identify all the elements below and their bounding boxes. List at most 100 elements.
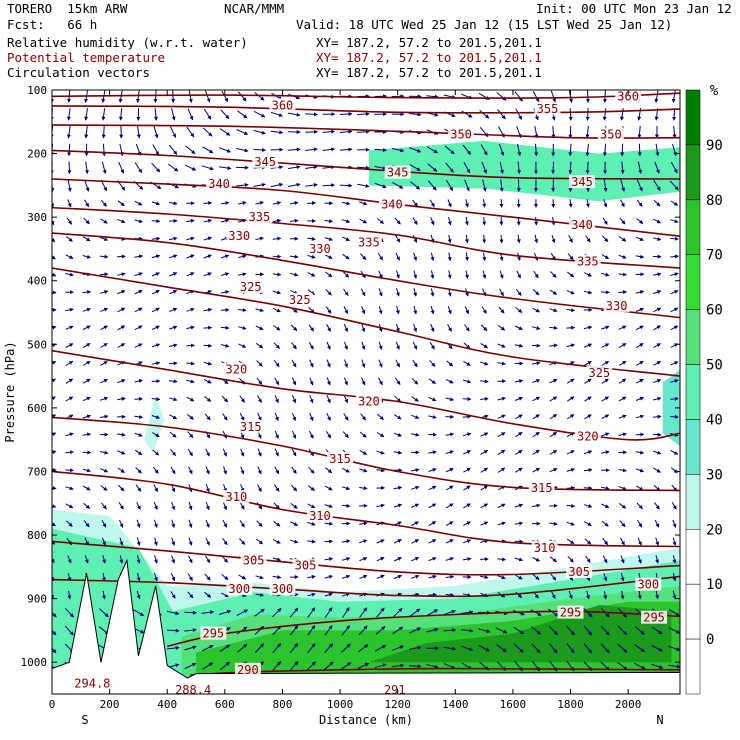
vector-arrow [653, 290, 662, 294]
vector-arrow [170, 591, 176, 599]
y-tick-label: 200 [27, 148, 47, 161]
vector-arrow [291, 342, 297, 350]
vector-arrow [551, 216, 556, 226]
vector-arrow [170, 466, 176, 475]
theta-label-340: 340 [381, 197, 403, 211]
vector-arrow [324, 485, 333, 491]
vector-arrow [601, 450, 610, 455]
theta-label-bg [269, 98, 296, 112]
vector-arrow [463, 342, 471, 349]
vector-arrow [619, 520, 626, 528]
vector-arrow [255, 538, 264, 545]
vector-arrow [219, 128, 231, 136]
vector-arrow [136, 537, 141, 546]
vector-arrow [395, 288, 400, 297]
vector-arrow [99, 290, 109, 294]
vector-arrow [239, 395, 245, 403]
center-label: NCAR/MMM [224, 1, 285, 16]
vector-arrow [620, 179, 626, 192]
vector-arrow [82, 360, 91, 366]
vector-arrow [480, 503, 489, 509]
vector-arrow [99, 414, 109, 419]
vector-arrow [635, 450, 645, 455]
vector-arrow [240, 466, 245, 475]
vector-arrow [447, 216, 452, 226]
vector-arrow [464, 252, 469, 262]
vector-arrow [273, 520, 281, 527]
vector-arrow [514, 574, 523, 580]
vector-arrow [134, 254, 144, 259]
vector-arrow [653, 450, 662, 455]
theta-contour-300 [52, 575, 680, 598]
vector-arrow [446, 360, 454, 367]
vector-arrow [272, 539, 281, 544]
vector-arrow [255, 592, 265, 597]
vector-arrow [498, 288, 504, 297]
theta-label-355: 355 [537, 102, 559, 116]
vector-arrow [203, 343, 213, 348]
vector-arrow [186, 126, 195, 138]
vector-arrow [653, 325, 661, 331]
vector-arrow [359, 607, 368, 618]
vector-arrow [257, 484, 262, 493]
vector-arrow [307, 289, 316, 295]
vector-arrow [220, 254, 230, 259]
vector-arrow [119, 537, 124, 546]
vector-arrow [306, 661, 316, 671]
colorbar-swatch [685, 419, 701, 475]
theta-label-bg [574, 429, 601, 443]
vector-arrow [653, 218, 662, 224]
vector-arrow [307, 607, 316, 618]
vector-arrow [670, 379, 679, 383]
vector-arrow [498, 306, 505, 314]
vector-arrow [187, 448, 193, 457]
colorbar-swatch [685, 254, 701, 310]
vector-arrow [132, 609, 145, 617]
colorbar-swatch [685, 89, 701, 146]
vector-arrow [445, 557, 455, 561]
vector-arrow [430, 305, 435, 315]
vector-arrow [620, 161, 625, 175]
vector-arrow [566, 538, 575, 545]
vector-arrow [652, 432, 662, 437]
vector-arrow [670, 467, 678, 474]
vector-arrow [205, 90, 211, 103]
vector-arrow [290, 484, 298, 492]
vector-arrow [255, 236, 264, 241]
vector-arrow [341, 574, 351, 579]
vector-arrow [618, 468, 627, 473]
vector-arrow [290, 503, 298, 509]
vector-arrow [153, 126, 159, 139]
vector-arrow [533, 270, 539, 279]
theta-label-320: 320 [577, 430, 599, 444]
vector-arrow [411, 396, 419, 402]
vector-arrow [618, 236, 627, 242]
vector-arrow [584, 378, 592, 384]
vector-arrow [186, 396, 195, 402]
vector-arrow [270, 111, 284, 117]
vector-arrow [171, 501, 176, 511]
valid-label: Valid: 18 UTC Wed 25 Jan 12 (15 LST Wed … [296, 17, 673, 32]
vector-arrow [654, 161, 660, 174]
vector-arrow [549, 431, 558, 438]
vector-arrow [203, 218, 213, 223]
vector-arrow [188, 537, 193, 546]
theta-label-bg [378, 197, 405, 211]
y-tick-label: 500 [27, 338, 47, 351]
vector-arrow [341, 643, 351, 653]
humidity-region [144, 395, 165, 453]
vector-arrow [201, 645, 214, 652]
vector-arrow [136, 519, 141, 529]
vector-arrow [393, 539, 402, 544]
vector-arrow [272, 575, 282, 580]
theta-label-bg [237, 419, 264, 433]
vector-arrow [428, 592, 437, 597]
x-tick-label: 1000 [327, 698, 354, 711]
vector-arrow [514, 521, 524, 526]
vector-arrow [325, 271, 333, 278]
vector-arrow [635, 432, 645, 437]
vector-arrow [134, 343, 143, 348]
vector-arrow [548, 625, 558, 636]
vector-arrow [221, 90, 229, 103]
